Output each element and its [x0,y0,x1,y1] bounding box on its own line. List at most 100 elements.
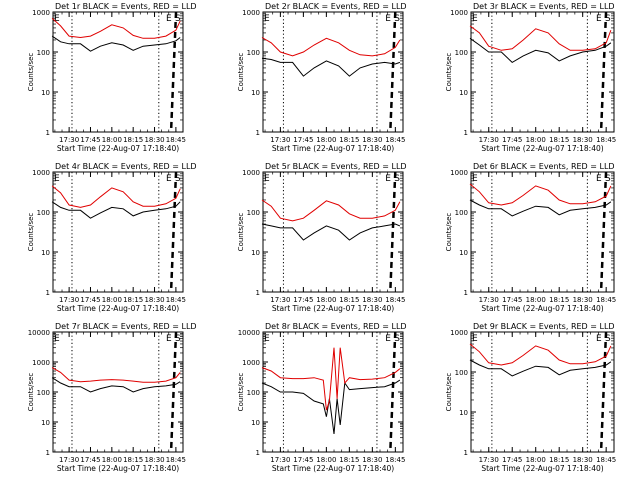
x-tick-label: 18:15 [549,296,569,304]
x-tick-label: 18:15 [123,296,143,304]
y-tick-label: 10 [41,419,50,427]
y-tick-label: 100 [37,49,50,57]
events-series-line [51,201,181,219]
marker-e-label: E [54,334,60,344]
events-series-line [261,223,401,241]
dashed-marker-line [599,171,608,293]
x-tick-label: 18:00 [316,136,336,144]
y-tick-label: 10000 [238,329,260,337]
y-tick-label: 10 [459,89,468,97]
x-tick-label: 18:00 [526,456,546,464]
dashed-marker-line [599,331,608,453]
panel-title: Det 7r BLACK = Events, RED = LLD [55,322,197,331]
x-tick-label: 17:45 [293,136,313,144]
y-tick-label: 1 [46,449,50,457]
x-tick-label: 18:30 [144,456,164,464]
y-tick-label: 1000 [450,169,468,177]
y-tick-label: 1 [46,129,50,137]
marker-s-label: S [605,174,611,184]
x-axis-label: Start Time (22-Aug-07 17:18:40) [481,464,603,473]
x-tick-label: 17:30 [59,296,79,304]
marker-s-label: S [394,174,400,184]
y-tick-label: 1 [464,449,468,457]
x-tick-label: 18:45 [385,136,405,144]
events-series-line [51,35,181,52]
x-tick-label: 18:30 [144,136,164,144]
x-tick-label: 18:15 [549,456,569,464]
panel-title: Det 6r BLACK = Events, RED = LLD [473,162,615,171]
x-tick-label: 18:15 [123,136,143,144]
x-tick-label: 18:30 [573,136,593,144]
x-tick-label: 17:45 [293,296,313,304]
lld-series-line [51,367,181,383]
marker-e-label: E [54,14,60,24]
marker-s-label: S [175,14,181,24]
lld-series-line [51,17,181,39]
lld-series-line [51,185,181,208]
y-tick-label: 100 [247,389,260,397]
y-tick-label: 10 [41,89,50,97]
y-tick-label: 100 [455,369,468,377]
x-tick-label: 18:30 [573,296,593,304]
x-tick-label: 17:30 [270,456,290,464]
lld-series-line [469,343,612,366]
x-tick-label: 17:45 [80,456,100,464]
x-tick-label: 18:45 [166,136,186,144]
panel-title: Det 3r BLACK = Events, RED = LLD [473,2,615,11]
detector-panel-8: Det 8r BLACK = Events, RED = LLD 1 10 100 10… [237,322,407,473]
x-tick-label: 17:45 [502,136,522,144]
y-tick-label: 100 [247,209,260,217]
x-tick-label: 17:45 [502,456,522,464]
y-axis-label: Counts/sec [27,53,35,92]
marker-e-label: E [166,14,172,24]
y-axis-label: Counts/sec [445,213,453,252]
x-axis-label: Start Time (22-Aug-07 17:18:40) [481,144,603,153]
y-tick-label: 10 [459,249,468,257]
x-tick-label: 18:45 [596,296,616,304]
y-tick-label: 1000 [450,9,468,17]
x-tick-label: 18:45 [385,296,405,304]
marker-e-label: E [385,174,391,184]
marker-e-label: E [385,334,391,344]
y-tick-label: 100 [247,49,260,57]
lld-series-line [469,183,612,206]
y-tick-label: 1000 [32,9,50,17]
marker-e-label: E [596,334,602,344]
marker-s-label: S [175,334,181,344]
x-axis-label: Start Time (22-Aug-07 17:18:40) [57,464,179,473]
y-tick-label: 10 [41,249,50,257]
y-tick-label: 1000 [450,329,468,337]
marker-e-label: E [166,174,172,184]
y-axis-label: Counts/sec [27,213,35,252]
marker-e-label: E [166,334,172,344]
x-axis-label: Start Time (22-Aug-07 17:18:40) [272,304,394,313]
y-tick-label: 1000 [242,9,260,17]
x-tick-label: 17:30 [479,296,499,304]
marker-s-label: S [394,334,400,344]
x-tick-label: 18:15 [549,136,569,144]
events-series-line [261,57,401,77]
panel-title: Det 2r BLACK = Events, RED = LLD [265,2,407,11]
dashed-marker-line [389,331,397,453]
y-tick-label: 1 [256,449,260,457]
marker-e-label: E [264,14,270,24]
x-tick-label: 18:00 [102,136,122,144]
x-tick-label: 17:30 [479,456,499,464]
lld-series-line [261,347,401,411]
x-tick-label: 18:15 [123,456,143,464]
x-tick-label: 17:45 [293,456,313,464]
marker-s-label: S [605,334,611,344]
marker-e-label: E [472,174,478,184]
detector-panel-7: Det 7r BLACK = Events, RED = LLD 1 10 100 10… [27,322,197,473]
detector-panel-1: Det 1r BLACK = Events, RED = LLD 1 10 100 10… [27,2,197,153]
panel-title: Det 9r BLACK = Events, RED = LLD [473,322,615,331]
events-series-line [51,377,181,393]
x-tick-label: 18:00 [102,456,122,464]
x-tick-label: 18:45 [166,456,186,464]
y-tick-label: 10 [459,409,468,417]
dashed-marker-line [599,11,608,133]
x-axis-label: Start Time (22-Aug-07 17:18:40) [272,464,394,473]
lld-series-line [469,25,612,51]
x-tick-label: 18:00 [526,296,546,304]
marker-e-label: E [54,174,60,184]
